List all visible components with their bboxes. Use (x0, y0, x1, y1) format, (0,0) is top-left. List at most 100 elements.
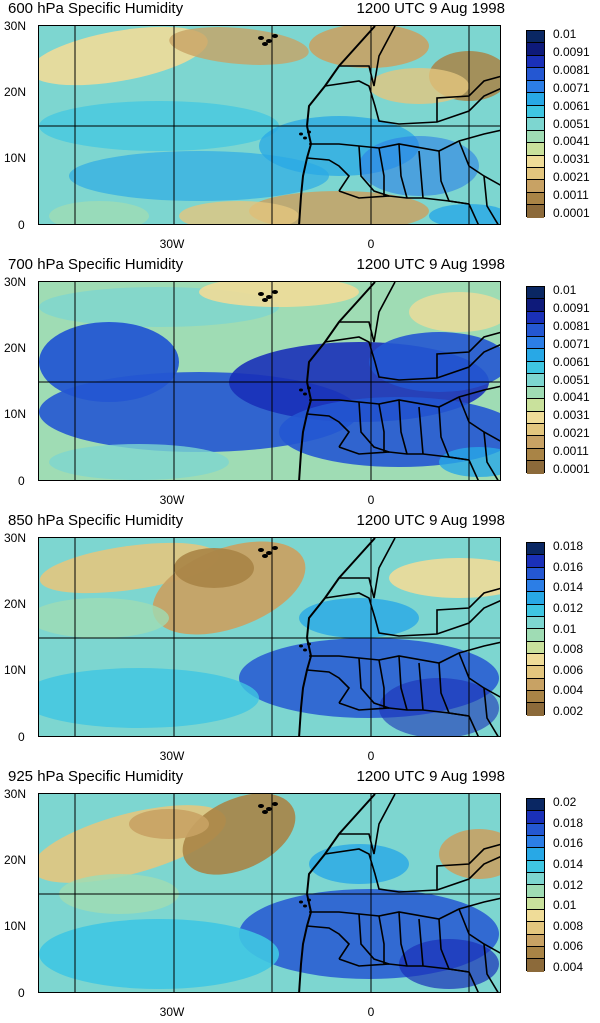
lat-label-10n: 10N (4, 919, 27, 933)
coastline (298, 538, 376, 736)
colorbar-swatch (527, 143, 544, 156)
country-border (458, 396, 500, 442)
country-border (468, 715, 479, 736)
colorbar-swatch (527, 299, 544, 312)
colorbar-label: 0.002 (553, 704, 584, 718)
colorbar-label: 0.012 (553, 877, 584, 892)
colorbar-label: 0.014 (553, 856, 584, 871)
country-border (306, 413, 351, 448)
lat-label-30n: 30N (4, 787, 27, 801)
lat-label-10n: 10N (4, 663, 27, 677)
humidity-map (38, 25, 501, 225)
colorbar-label: 0.014 (553, 580, 584, 595)
colorbar-label: 0.004 (553, 683, 584, 698)
colorbar-swatch (527, 155, 544, 168)
colorbar-swatch (527, 324, 544, 337)
colorbar-swatch (527, 823, 544, 837)
colorbar-swatch (527, 130, 544, 144)
country-border (483, 687, 499, 736)
colorbar (526, 798, 545, 972)
colorbar (526, 286, 545, 474)
colorbar-swatch (527, 436, 544, 449)
country-border (378, 403, 385, 452)
colorbar-swatch (527, 118, 544, 131)
lon-label-0: 0 (367, 749, 375, 763)
colorbar-swatch (527, 205, 544, 218)
humidity-map (38, 281, 501, 481)
country-border (398, 911, 408, 967)
panel-title: 850 hPa Specific Humidity (8, 512, 184, 529)
colorbar-swatch (527, 848, 544, 861)
panel-600hpa: 600 hPa Specific Humidity 1200 UTC 9 Aug… (0, 0, 600, 255)
country-border (436, 331, 500, 378)
colorbar-swatch (527, 629, 544, 642)
colorbar-swatch (527, 836, 544, 849)
colorbar-swatch (527, 192, 544, 206)
country-border (418, 150, 424, 199)
lat-label-eq: 0 (18, 986, 25, 1000)
country-border (458, 140, 500, 186)
country-border (458, 908, 500, 954)
colorbar-label: 0.01 (553, 283, 577, 297)
country-border (358, 401, 390, 453)
colorbar-label: 0.0091 (553, 44, 590, 59)
country-border (398, 399, 408, 455)
colorbar-swatch (527, 68, 544, 81)
country-border (324, 848, 500, 893)
country-border (483, 943, 499, 992)
country-border (418, 662, 424, 711)
country-border (436, 843, 500, 890)
country-border (458, 652, 500, 698)
colorbar-swatch (527, 934, 544, 948)
lat-label-20n: 20N (4, 853, 27, 867)
colorbar-label: 0.0001 (553, 206, 590, 220)
colorbar-label: 0.008 (553, 918, 584, 933)
panel-700hpa: 700 hPa Specific Humidity 1200 UTC 9 Aug… (0, 256, 600, 511)
humidity-map (38, 793, 501, 993)
colorbar-swatch (527, 654, 544, 667)
colorbar-label: 0.0031 (553, 408, 590, 423)
lon-label-0: 0 (367, 237, 375, 251)
colorbar-label: 0.016 (553, 559, 584, 574)
colorbar-label: 0.0061 (553, 98, 590, 113)
colorbar-swatch (527, 287, 544, 300)
colorbar-label: 0.0031 (553, 152, 590, 167)
country-border (436, 75, 500, 122)
lat-label-20n: 20N (4, 597, 27, 611)
lat-label-30n: 30N (4, 531, 27, 545)
colorbar-label: 0.018 (553, 539, 584, 553)
colorbar-swatch (527, 423, 544, 437)
lat-label-eq: 0 (18, 474, 25, 488)
country-border (324, 592, 500, 637)
colorbar-swatch (527, 167, 544, 181)
country-border (339, 538, 396, 599)
coastline (298, 26, 376, 224)
colorbar-swatch (527, 448, 544, 462)
colorbar-label: 0.016 (553, 836, 584, 851)
lat-label-30n: 30N (4, 275, 27, 289)
country-border (358, 657, 390, 709)
colorbar-label: 0.0081 (553, 62, 590, 77)
country-border (338, 958, 470, 973)
country-border (324, 80, 500, 125)
humidity-field (39, 282, 500, 480)
country-border (378, 915, 385, 964)
colorbar-swatch (527, 580, 544, 593)
colorbar-swatch (527, 873, 544, 886)
country-border (339, 794, 396, 855)
colorbar-swatch (527, 411, 544, 424)
colorbar-swatch (527, 336, 544, 350)
country-border (418, 918, 424, 967)
colorbar-label: 0.01 (553, 621, 577, 636)
colorbar-swatch (527, 799, 544, 812)
colorbar-swatch (527, 959, 544, 972)
colorbar-swatch (527, 386, 544, 400)
colorbar-swatch (527, 703, 544, 716)
colorbar-swatch (527, 399, 544, 412)
lon-label-30w: 30W (159, 749, 185, 763)
colorbar-swatch (527, 922, 544, 935)
country-border (339, 282, 396, 343)
colorbar-swatch (527, 93, 544, 106)
colorbar-swatch (527, 55, 544, 69)
colorbar-label: 0.0051 (553, 372, 590, 387)
